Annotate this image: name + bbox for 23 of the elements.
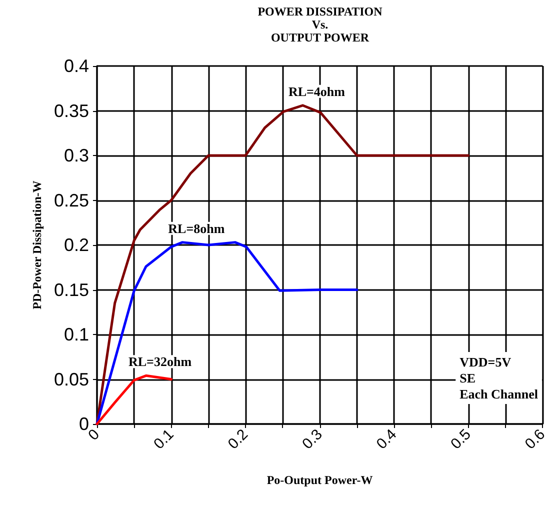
x-tick-label: 0.5 — [448, 426, 474, 453]
x-tick-label: 0.6 — [522, 426, 549, 453]
x-tick-label: 0.2 — [224, 426, 252, 453]
x-tick-label: 0.4 — [373, 426, 400, 453]
y-tick-label: 0.2 — [64, 235, 89, 255]
series-label: RL=32ohm — [128, 354, 192, 370]
annotation: VDD=5V SE Each Channel — [460, 354, 538, 402]
line-series — [96, 374, 173, 426]
x-tick-label: 0.1 — [150, 426, 178, 453]
x-tick-label: 0.3 — [299, 426, 326, 453]
y-tick-label: 0.3 — [64, 146, 89, 166]
y-tick-label: 0.15 — [54, 280, 89, 300]
y-tick-label: 0.35 — [54, 100, 89, 121]
series-label: RL=8ohm — [168, 220, 225, 236]
y-tick-label: 0.05 — [54, 369, 89, 390]
chart-title: POWER DISSIPATION Vs. OUTPUT POWER — [258, 4, 383, 44]
series-label: RL=4ohm — [288, 84, 346, 99]
x-axis-title: Po-Output Power-W — [266, 473, 373, 487]
y-axis-title: PD-Power Dissipation-W — [30, 180, 44, 310]
y-tick-label: 0.1 — [64, 324, 89, 344]
y-tick-label: 0.25 — [54, 190, 89, 210]
y-tick-label: 0.4 — [64, 56, 89, 76]
line-series — [96, 241, 358, 426]
